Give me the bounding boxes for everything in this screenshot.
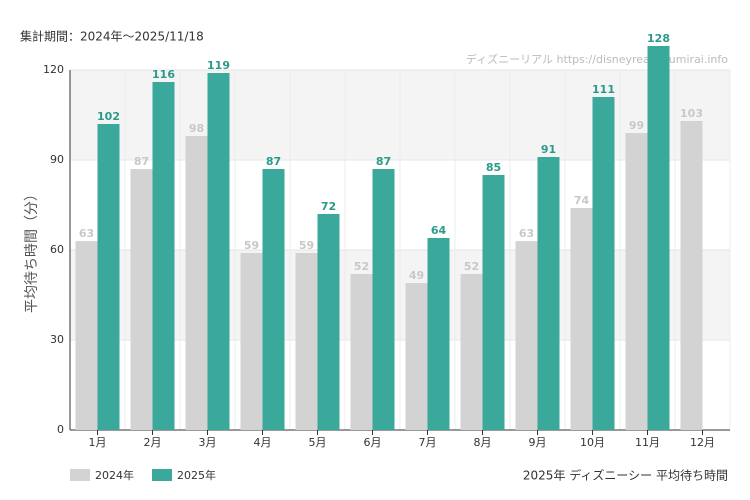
legend-label: 2024年	[95, 468, 134, 482]
bar	[207, 73, 230, 430]
data-label: 99	[629, 119, 644, 132]
bar	[295, 253, 318, 430]
x-tick-label: 7月	[419, 436, 437, 449]
data-label: 59	[244, 239, 259, 252]
data-label: 128	[647, 32, 670, 45]
x-tick-label: 9月	[529, 436, 547, 449]
data-label: 64	[431, 224, 447, 237]
data-label: 52	[464, 260, 479, 273]
bar	[482, 175, 505, 430]
bar	[317, 214, 340, 430]
bar	[130, 169, 153, 430]
bar	[515, 241, 538, 430]
x-tick-label: 3月	[199, 436, 217, 449]
period: 集計期間：2024年〜2025/11/18	[20, 29, 204, 44]
y-tick-label: 120	[43, 63, 64, 76]
bar	[240, 253, 263, 430]
bar	[372, 169, 395, 430]
legend-label: 2025年	[177, 468, 216, 482]
y-tick-label: 30	[50, 333, 64, 346]
data-label: 85	[486, 161, 501, 174]
data-label: 63	[79, 227, 94, 240]
bar	[405, 283, 428, 430]
data-label: 91	[541, 143, 556, 156]
data-label: 74	[574, 194, 590, 207]
data-label: 52	[354, 260, 369, 273]
bar	[97, 124, 120, 430]
bar	[570, 208, 593, 430]
bar	[537, 157, 560, 430]
data-label: 63	[519, 227, 534, 240]
data-label: 102	[97, 110, 120, 123]
y-axis-label: 平均待ち時間（分）	[24, 187, 40, 313]
bar	[592, 97, 615, 430]
data-label: 116	[152, 68, 175, 81]
watermark: ディズニーリアル https://disneyreal.asumirai.inf…	[466, 52, 728, 66]
x-tick-label: 12月	[690, 436, 715, 449]
bar	[625, 133, 648, 430]
bar	[262, 169, 285, 430]
bar	[647, 46, 670, 430]
x-tick-label: 5月	[309, 436, 327, 449]
x-tick-label: 6月	[364, 436, 382, 449]
data-label: 103	[680, 107, 703, 120]
y-tick-label: 0	[57, 423, 64, 436]
data-label: 119	[207, 59, 230, 72]
data-label: 49	[409, 269, 424, 282]
bar	[350, 274, 373, 430]
caption: 2025年 ディズニーシー 平均待ち時間	[523, 468, 728, 483]
bar	[680, 121, 703, 430]
data-label: 98	[189, 122, 204, 135]
x-tick-label: 11月	[635, 436, 660, 449]
x-tick-label: 8月	[474, 436, 492, 449]
data-label: 87	[266, 155, 281, 168]
y-tick-label: 60	[50, 243, 64, 256]
data-label: 59	[299, 239, 314, 252]
x-tick-label: 4月	[254, 436, 272, 449]
data-label: 87	[376, 155, 391, 168]
x-tick-label: 1月	[89, 436, 107, 449]
bar	[460, 274, 483, 430]
legend-swatch	[70, 469, 90, 481]
data-label: 87	[134, 155, 149, 168]
bar	[75, 241, 98, 430]
bar	[152, 82, 175, 430]
bar	[427, 238, 450, 430]
data-label: 72	[321, 200, 336, 213]
x-tick-label: 10月	[580, 436, 605, 449]
legend-swatch	[152, 469, 172, 481]
y-tick-label: 90	[50, 153, 64, 166]
bar	[185, 136, 208, 430]
data-label: 111	[592, 83, 615, 96]
x-tick-label: 2月	[144, 436, 162, 449]
